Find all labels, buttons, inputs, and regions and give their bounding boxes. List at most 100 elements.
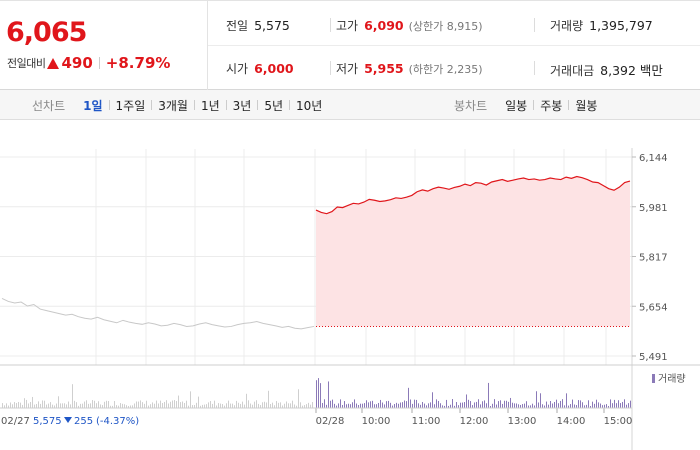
stat-value: 5,575	[254, 18, 290, 33]
line-chart-title: 선차트	[32, 98, 66, 113]
volume-bar	[524, 403, 525, 408]
volume-bar	[526, 401, 527, 408]
period-1y[interactable]: 1년	[200, 98, 220, 113]
volume-bar	[228, 400, 229, 408]
volume-bar	[350, 404, 351, 408]
volume-bar	[356, 403, 357, 408]
volume-bar	[10, 402, 11, 408]
volume-bar	[48, 403, 49, 408]
volume-bar	[206, 404, 207, 408]
volume-bar	[434, 404, 435, 408]
current-price: 6,065	[6, 17, 87, 48]
volume-bar	[62, 403, 63, 408]
volume-bar	[484, 400, 485, 408]
volume-bar	[546, 401, 547, 408]
volume-bar	[424, 403, 425, 408]
volume-bar	[110, 405, 111, 408]
volume-bar	[536, 391, 537, 408]
volume-bar	[520, 404, 521, 408]
volume-bar	[450, 404, 451, 408]
period-1d[interactable]: 1일	[83, 98, 103, 113]
volume-bar	[370, 401, 371, 408]
volume-bar	[542, 404, 543, 408]
period-5y[interactable]: 5년	[264, 98, 284, 113]
volume-bar	[510, 397, 511, 408]
line-chart-periods: 선차트 1일 1주일 3개월 1년 3년 5년 10년	[32, 90, 328, 120]
volume-bar	[68, 401, 69, 408]
volume-bar	[112, 405, 113, 408]
divider	[534, 61, 535, 75]
volume-bar	[218, 403, 219, 408]
volume-bar	[52, 404, 53, 408]
volume-bar	[54, 405, 55, 408]
volume-bar	[388, 400, 389, 408]
volume-bar	[182, 401, 183, 408]
prev-day-close: 5,575	[33, 416, 62, 427]
y-tick-label: 5,817	[639, 253, 668, 264]
volume-bar	[372, 400, 373, 408]
x-tick-label: 10:00	[362, 416, 391, 427]
volume-bar	[392, 405, 393, 408]
divider	[257, 100, 259, 110]
volume-bar	[416, 399, 417, 408]
volume-bar	[164, 401, 165, 408]
volume-bar	[284, 403, 285, 408]
volume-bar	[548, 404, 549, 408]
volume-bar	[468, 399, 469, 408]
volume-bar	[308, 402, 309, 408]
today-line	[315, 175, 631, 215]
volume-bar	[552, 403, 553, 408]
volume-bar	[280, 402, 281, 408]
volume-bar	[332, 399, 333, 408]
volume-bar	[448, 405, 449, 408]
price-chart[interactable]: 6,144 5,981 5,817 5,654 5,491 거래량 02/28 10:00…	[0, 120, 700, 450]
stats-panel: 전일 5,575 고가 6,090 (상한가 8,915) 거래량 1,395,…	[208, 1, 700, 90]
volume-bar	[502, 403, 503, 408]
volume-bar	[624, 399, 625, 408]
period-10y[interactable]: 10년	[296, 98, 323, 113]
volume-legend-label: 거래량	[658, 373, 686, 385]
divider	[108, 100, 110, 110]
volume-bar	[532, 403, 533, 408]
candle-monthly[interactable]: 월봉	[575, 98, 598, 113]
volume-bar	[326, 404, 327, 408]
stat-label: 고가	[336, 19, 359, 33]
volume-bar	[46, 404, 47, 408]
period-3y[interactable]: 3년	[232, 98, 252, 113]
candle-daily[interactable]: 일봉	[505, 98, 528, 113]
volume-bar	[354, 399, 355, 408]
volume-bar	[408, 387, 409, 408]
volume-bar	[276, 401, 277, 408]
volume-bar	[352, 402, 353, 408]
volume-bar	[90, 403, 91, 408]
volume-bar	[300, 402, 301, 408]
volume-bar	[266, 402, 267, 408]
candle-weekly[interactable]: 주봉	[540, 98, 563, 113]
volume-bar	[138, 401, 139, 408]
volume-bar	[386, 401, 387, 408]
volume-bar	[516, 403, 517, 408]
divider	[568, 100, 570, 110]
volume-bar	[592, 401, 593, 408]
volume-bar	[72, 384, 73, 408]
volume-bar	[340, 399, 341, 408]
period-3m[interactable]: 3개월	[158, 98, 188, 113]
volume-bar	[76, 402, 77, 408]
volume-bar	[180, 402, 181, 408]
volume-bar	[610, 399, 611, 408]
volume-bar	[316, 380, 317, 408]
stat-label: 저가	[336, 62, 359, 76]
volume-bar	[152, 402, 153, 408]
volume-bar	[554, 401, 555, 408]
volume-bar	[538, 402, 539, 408]
volume-bar	[464, 402, 465, 408]
volume-bar	[102, 405, 103, 408]
volume-bar	[106, 400, 107, 408]
lower-limit: (하한가 2,235)	[408, 63, 483, 76]
volume-bar	[582, 402, 583, 408]
volume-bar	[246, 393, 247, 408]
x-tick-label: 11:00	[412, 416, 441, 427]
period-1w[interactable]: 1주일	[115, 98, 146, 113]
volume-bar	[544, 405, 545, 408]
volume-bar	[446, 399, 447, 408]
